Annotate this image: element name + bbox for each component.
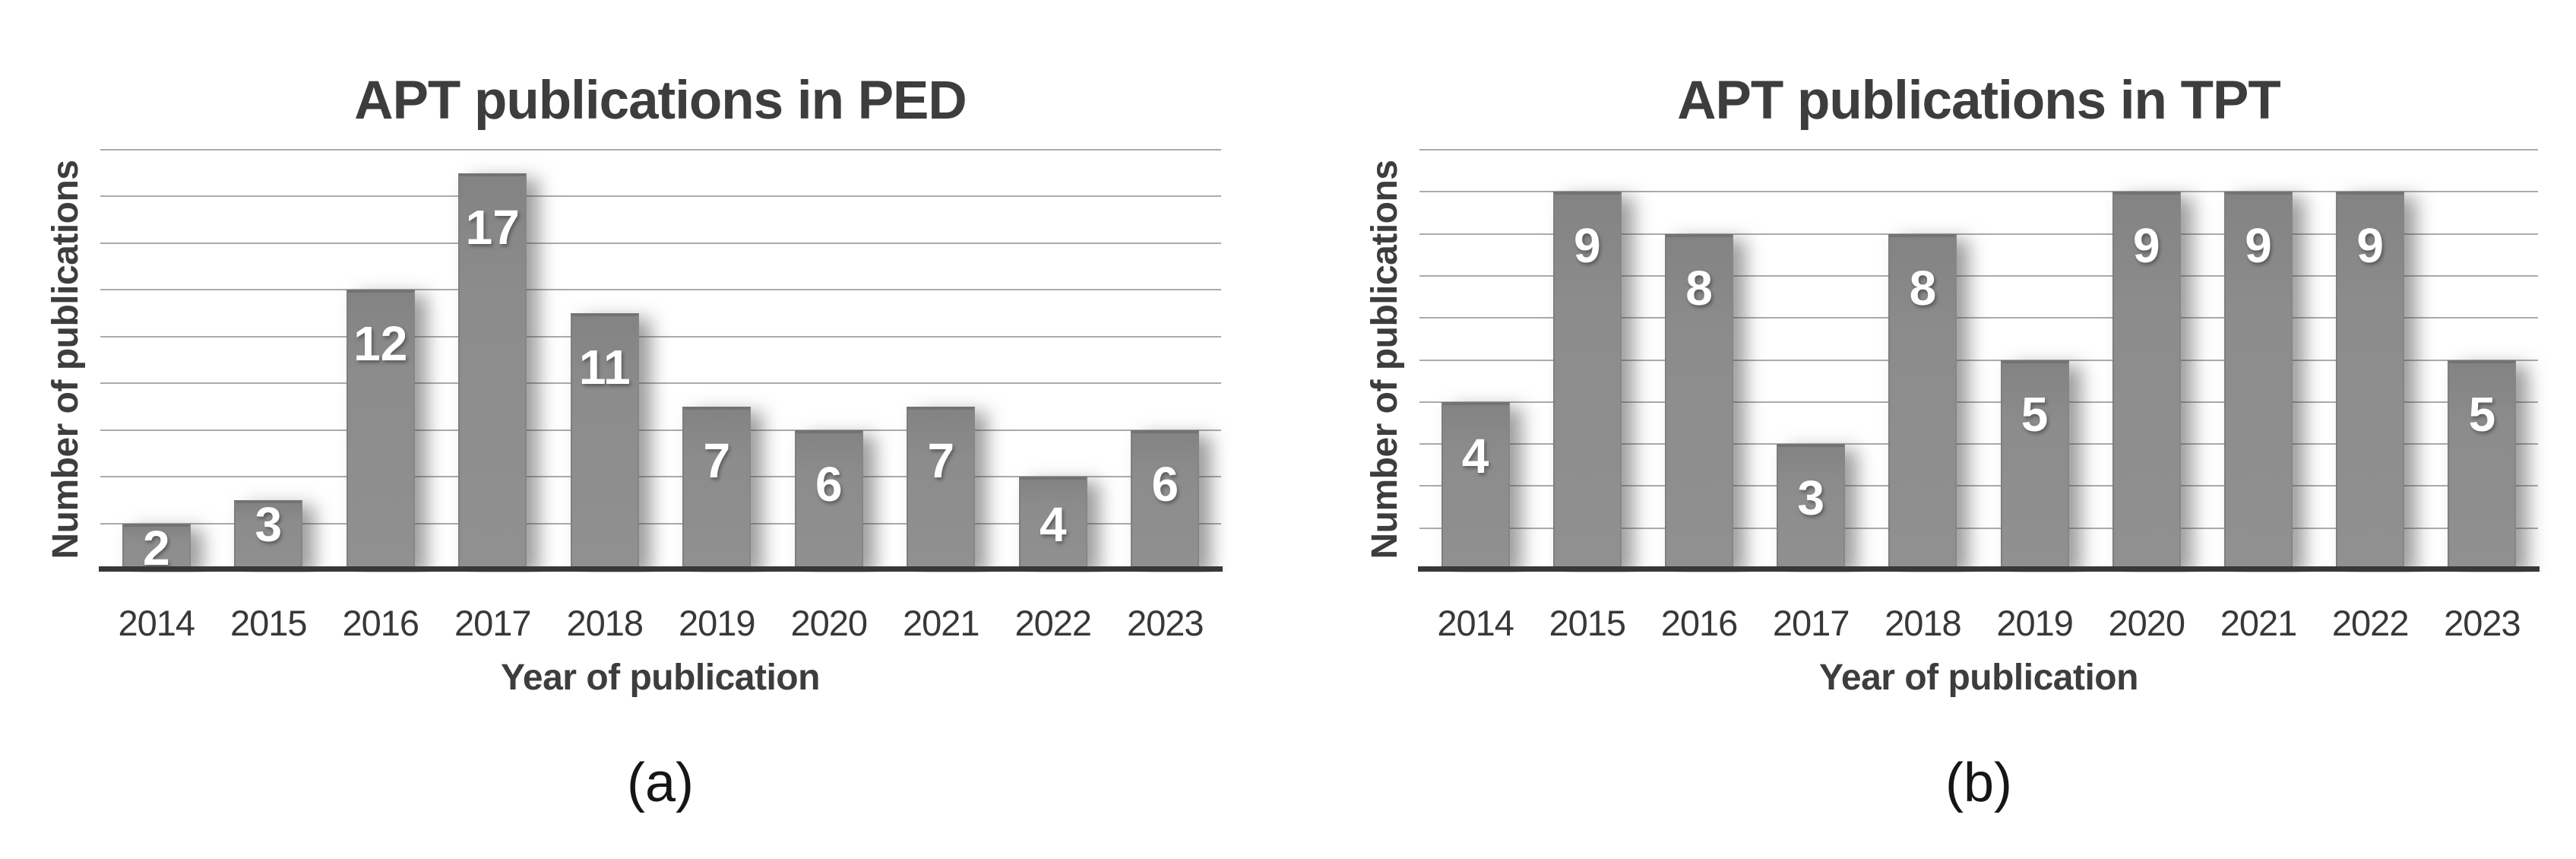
x-tick-2018: 2018 [566, 603, 644, 643]
x-tick-2016: 2016 [1660, 603, 1739, 643]
x-tick-2017: 2017 [454, 603, 532, 643]
bar-2022: 9 [2336, 192, 2405, 570]
y-axis-label-ped: Number of publications [46, 160, 86, 559]
gridline-y4 [1419, 401, 2538, 403]
chart-title-ped: APT publications in PED [354, 70, 967, 131]
bar-value-label: 12 [353, 316, 408, 372]
gridline-y1 [1419, 527, 2538, 529]
x-tick-2021: 2021 [902, 603, 980, 643]
x-tick-2017: 2017 [1772, 603, 1850, 643]
bar-value-label: 17 [465, 199, 520, 255]
gridline-y2 [1419, 485, 2538, 487]
bar-2018: 8 [1888, 233, 1957, 570]
bar-2016: 12 [346, 290, 415, 570]
x-tick-2018: 2018 [1885, 603, 1962, 643]
bar-2015: 9 [1552, 192, 1622, 570]
x-tick-2014: 2014 [1437, 603, 1514, 643]
gridline-y3 [1419, 443, 2538, 445]
gridline-y4 [100, 476, 1221, 478]
x-tick-2020: 2020 [2108, 603, 2186, 643]
x-tick-2022: 2022 [2331, 603, 2410, 643]
bar-value-label: 6 [815, 456, 843, 512]
x-tick-2020: 2020 [790, 603, 868, 643]
x-tick-2014: 2014 [118, 603, 195, 643]
bar-value-label: 2 [142, 520, 170, 575]
gridline-y10 [1419, 149, 2538, 151]
gridline-y8 [1419, 233, 2538, 235]
bar-value-label: 7 [703, 433, 731, 488]
bar-2019: 5 [2000, 360, 2069, 570]
gridline-y16 [100, 195, 1221, 198]
gridline-y10 [100, 335, 1221, 338]
x-tick-2016: 2016 [342, 603, 419, 643]
x-tick-2019: 2019 [1996, 603, 2074, 643]
gridline-y7 [1419, 274, 2538, 277]
bar-2019: 7 [682, 406, 752, 570]
gridline-y18 [100, 149, 1221, 151]
bar-2015: 3 [234, 497, 303, 570]
bar-2021: 9 [2224, 192, 2293, 570]
x-axis-line [1418, 566, 2540, 572]
x-tick-2023: 2023 [1126, 603, 1204, 643]
bar-2020: 6 [794, 430, 863, 570]
bar-value-label: 8 [1909, 260, 1937, 315]
bar-value-label: 9 [2133, 218, 2160, 274]
axis-mask [100, 572, 1244, 604]
bar-value-label: 3 [1797, 471, 1824, 526]
bar-2014: 2 [122, 520, 191, 575]
bar-value-label: 9 [2356, 218, 2384, 274]
bar-2014: 4 [1441, 401, 1510, 570]
bar-2023: 5 [2448, 360, 2517, 570]
bar-value-label: 6 [1151, 456, 1179, 512]
bar-2020: 9 [2112, 192, 2181, 570]
x-tick-2015: 2015 [1549, 603, 1627, 643]
bar-value-label: 7 [927, 433, 955, 488]
x-tick-2015: 2015 [229, 603, 308, 643]
chart-title-tpt: APT publications in TPT [1677, 70, 2281, 131]
bar-value-label: 4 [1039, 497, 1067, 552]
bar-2021: 7 [907, 406, 976, 570]
bar-value-label: 5 [2468, 386, 2496, 442]
gridline-y12 [100, 289, 1221, 291]
gridline-y8 [100, 382, 1221, 385]
bar-2017: 17 [458, 173, 527, 570]
gridline-y14 [100, 242, 1221, 244]
bar-value-label: 9 [1574, 218, 1601, 274]
bar-2023: 6 [1131, 430, 1200, 570]
bar-value-label: 3 [255, 497, 283, 553]
bar-value-label: 8 [1685, 260, 1713, 315]
caption-a: (a) [627, 753, 694, 813]
x-tick-2019: 2019 [678, 603, 756, 643]
gridline-y2 [100, 522, 1221, 525]
x-axis-line [99, 566, 1223, 572]
bar-2018: 11 [570, 313, 639, 570]
gridline-y5 [1419, 359, 2538, 361]
x-axis-label-ped: Year of publication [501, 658, 820, 698]
caption-b: (b) [1945, 753, 2012, 813]
bar-2017: 3 [1777, 444, 1846, 570]
bar-2016: 8 [1665, 233, 1733, 570]
gridline-y6 [1419, 317, 2538, 319]
gridline-y9 [1419, 191, 2538, 193]
y-axis-label-tpt: Number of publications [1365, 160, 1405, 559]
x-tick-2023: 2023 [2444, 603, 2521, 643]
bar-value-label: 4 [1461, 428, 1489, 483]
plot-area-tpt: 4 9 8 3 8 5 9 9 9 5 [1419, 149, 2538, 570]
axis-mask [1419, 572, 2561, 604]
bar-value-label: 9 [2245, 218, 2272, 274]
x-tick-2022: 2022 [1014, 603, 1092, 643]
bar-value-label: 11 [578, 340, 631, 395]
x-tick-2021: 2021 [2220, 603, 2298, 643]
bar-2022: 4 [1018, 477, 1087, 570]
plot-area-ped: 2 3 12 17 11 7 6 7 4 6 [100, 149, 1221, 575]
bar-value-label: 5 [2021, 386, 2049, 442]
gridline-y6 [100, 429, 1221, 431]
x-axis-label-tpt: Year of publication [1819, 658, 2138, 698]
